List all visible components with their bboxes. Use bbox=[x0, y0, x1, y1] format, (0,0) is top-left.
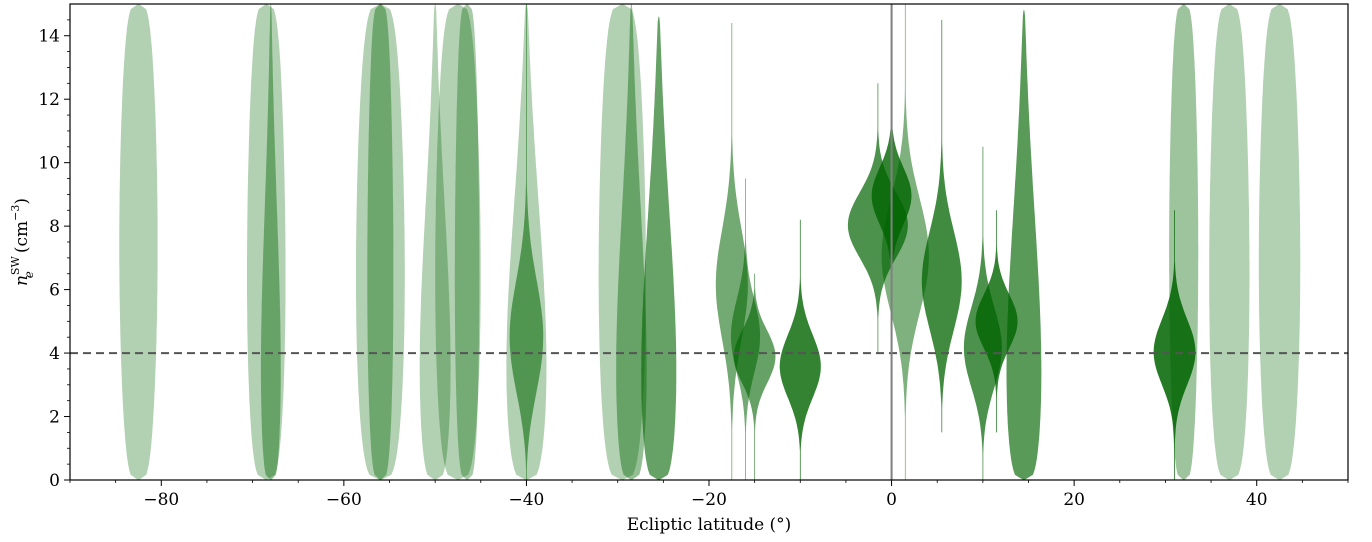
violin-20 bbox=[921, 19, 962, 433]
violin-layer bbox=[119, 4, 1301, 480]
violin-0 bbox=[119, 4, 158, 480]
violin-15 bbox=[733, 273, 776, 480]
y-label-unit-close: ) bbox=[12, 198, 32, 205]
y-label-unit-sup: −3 bbox=[9, 205, 22, 221]
violin-3 bbox=[356, 4, 405, 480]
y-axis: 0 2 4 6 8 10 12 14 bbox=[38, 19, 70, 491]
reference-lines bbox=[70, 4, 1348, 480]
violin-24 bbox=[1153, 210, 1196, 480]
y-tick-label: 0 bbox=[49, 471, 60, 491]
y-tick-label: 6 bbox=[49, 281, 60, 301]
violin-27 bbox=[1258, 4, 1301, 480]
y-label-unit: (cm bbox=[12, 221, 32, 253]
violin-11 bbox=[616, 4, 647, 480]
x-axis-label: Ecliptic latitude (°) bbox=[627, 515, 792, 535]
violin-26 bbox=[1209, 4, 1250, 480]
y-label-sub: e bbox=[22, 271, 36, 278]
y-tick-label: 4 bbox=[49, 344, 60, 364]
violin-1 bbox=[247, 4, 286, 480]
violin-13 bbox=[715, 23, 748, 480]
violin-10 bbox=[598, 4, 646, 480]
x-tick-label: −80 bbox=[143, 490, 179, 510]
x-tick-label: −60 bbox=[326, 490, 362, 510]
x-axis: −80 −60 −40 −20 0 20 40 bbox=[69, 480, 1349, 510]
y-tick-label: 12 bbox=[38, 90, 60, 110]
violin-5 bbox=[419, 4, 451, 480]
violin-6 bbox=[435, 4, 481, 480]
violin-12 bbox=[641, 16, 677, 480]
x-tick-label: 40 bbox=[1246, 490, 1268, 510]
x-tick-label: −40 bbox=[508, 490, 544, 510]
violin-19 bbox=[881, 4, 929, 480]
violin-9 bbox=[509, 4, 544, 480]
y-label-sup: SW bbox=[9, 256, 22, 276]
violin-7 bbox=[454, 4, 480, 480]
x-tick-label: 20 bbox=[1063, 490, 1085, 510]
y-tick-label: 10 bbox=[38, 154, 60, 174]
violin-4 bbox=[367, 4, 394, 480]
violin-22 bbox=[975, 210, 1018, 433]
y-tick-label: 8 bbox=[49, 217, 60, 237]
y-label-base: n bbox=[12, 275, 32, 286]
violin-23 bbox=[1006, 10, 1042, 480]
y-axis-label: nSWe (cm−3) bbox=[9, 198, 36, 286]
x-tick-label: 0 bbox=[886, 490, 897, 510]
y-tick-label: 2 bbox=[49, 408, 60, 428]
violin-16 bbox=[779, 219, 821, 480]
violin-25 bbox=[1169, 4, 1199, 480]
violin-2 bbox=[260, 4, 281, 480]
x-tick-label: −20 bbox=[691, 490, 727, 510]
y-tick-label: 14 bbox=[38, 27, 60, 47]
